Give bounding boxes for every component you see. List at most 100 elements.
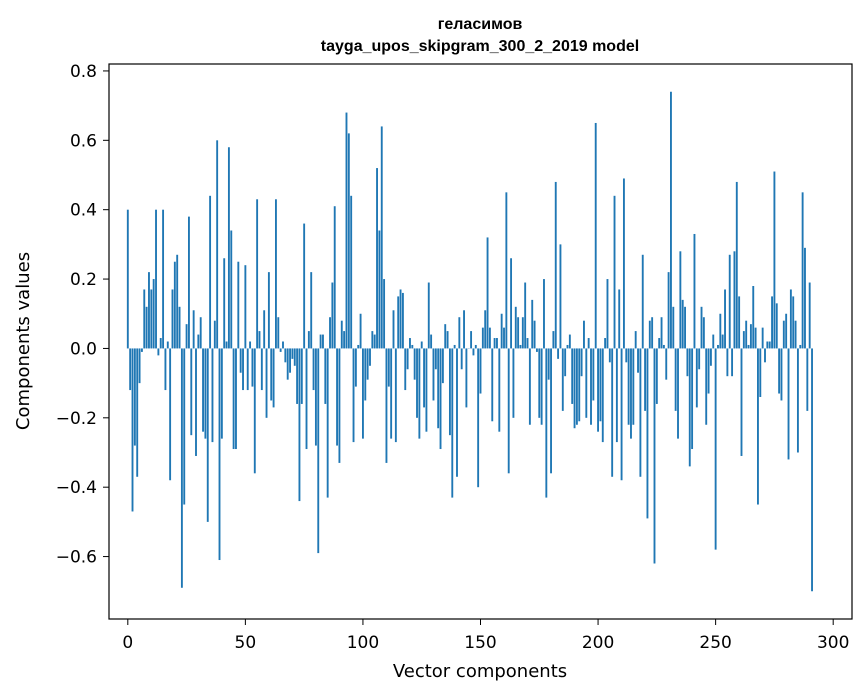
bar — [749, 324, 752, 349]
bar — [742, 331, 745, 349]
bar — [787, 348, 790, 460]
bar — [423, 348, 426, 408]
bar — [336, 348, 339, 446]
bar — [253, 348, 256, 474]
x-tick-label: 50 — [235, 633, 257, 653]
bar — [792, 296, 795, 349]
bar — [632, 348, 635, 425]
bar — [411, 344, 414, 349]
bar — [559, 244, 562, 349]
bar — [472, 348, 475, 356]
bar — [399, 289, 402, 349]
bar — [343, 331, 346, 349]
bar — [249, 341, 252, 349]
y-tick-label: 0.2 — [70, 270, 97, 290]
bar — [227, 147, 230, 349]
bar — [547, 348, 550, 380]
bar — [152, 279, 155, 349]
bar — [761, 327, 764, 349]
bar — [169, 348, 172, 481]
y-tick-label: 0.8 — [70, 62, 97, 82]
bar — [738, 296, 741, 349]
bar — [646, 348, 649, 519]
bar — [190, 348, 193, 436]
bar — [796, 348, 799, 453]
bar — [439, 348, 442, 450]
chart-title: геласимов — [438, 16, 523, 33]
bar — [289, 348, 291, 373]
bar — [484, 310, 487, 349]
bar — [608, 348, 611, 363]
bar — [300, 348, 303, 404]
bar — [383, 279, 386, 349]
bar — [173, 261, 176, 349]
bar — [432, 348, 435, 401]
bar — [580, 348, 583, 377]
bar — [554, 181, 557, 349]
y-tick-label: 0.6 — [70, 131, 97, 151]
bar — [427, 282, 430, 349]
bar — [150, 289, 153, 349]
bar — [237, 261, 240, 349]
bar — [171, 289, 174, 349]
bar — [338, 348, 341, 463]
bar — [314, 348, 317, 446]
bar — [225, 341, 228, 349]
bar — [672, 306, 675, 349]
bar — [691, 348, 694, 450]
bar — [178, 306, 181, 349]
bar — [131, 348, 134, 512]
bar — [126, 209, 129, 349]
bar — [470, 331, 473, 349]
bar — [573, 348, 576, 429]
bar — [270, 348, 273, 401]
bar — [444, 324, 447, 349]
bar — [451, 348, 454, 498]
bar — [430, 334, 433, 349]
bar — [397, 296, 400, 349]
bar — [731, 348, 734, 377]
bar — [477, 348, 480, 488]
bar — [453, 344, 456, 349]
bar — [230, 230, 233, 349]
bar — [679, 251, 682, 349]
bar — [242, 348, 244, 391]
bar — [232, 348, 235, 450]
bar — [517, 317, 520, 349]
bar — [705, 348, 708, 425]
bar — [385, 348, 388, 463]
bar — [406, 348, 409, 370]
bar — [651, 317, 654, 349]
bar — [199, 317, 202, 349]
bar — [204, 348, 207, 439]
bar — [329, 317, 331, 349]
bar — [441, 348, 444, 384]
bar — [458, 317, 461, 349]
x-tick-label: 150 — [464, 633, 496, 653]
bar — [721, 334, 724, 349]
bar — [319, 334, 322, 349]
bar — [404, 348, 407, 391]
bar — [766, 341, 769, 349]
bar — [463, 310, 465, 349]
bar — [733, 251, 736, 349]
bar — [658, 338, 661, 349]
bar — [620, 348, 623, 481]
bar — [653, 348, 656, 564]
bar — [310, 272, 313, 349]
bar — [185, 324, 188, 349]
bar — [561, 348, 564, 411]
bar — [764, 348, 766, 363]
bar — [568, 334, 571, 349]
bar — [437, 348, 440, 429]
bar — [808, 282, 811, 349]
bar — [782, 320, 785, 349]
bar — [700, 306, 703, 349]
y-tick-label: 0.4 — [70, 201, 97, 221]
bar — [618, 289, 621, 349]
bar — [164, 348, 167, 391]
bar — [622, 178, 625, 349]
bar — [448, 348, 451, 436]
bar — [665, 348, 668, 380]
bar — [641, 254, 644, 349]
